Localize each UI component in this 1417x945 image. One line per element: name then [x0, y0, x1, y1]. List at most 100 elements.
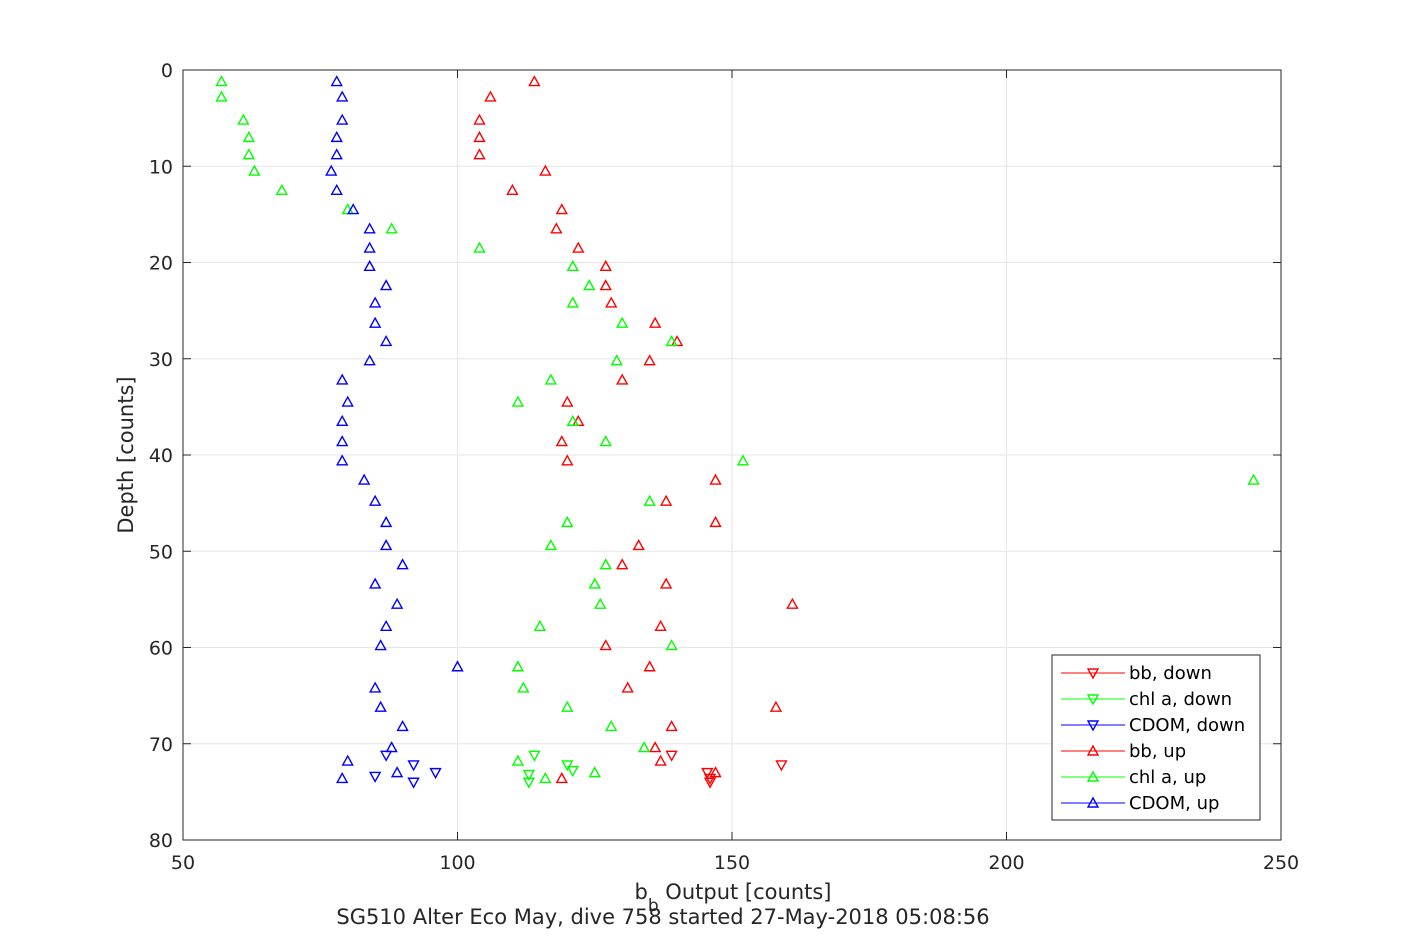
data-point: [473, 130, 486, 143]
data-point: [659, 494, 673, 506]
data-point: [701, 767, 714, 780]
x-tick-label: 150: [714, 852, 750, 874]
data-point: [473, 113, 486, 125]
data-point: [605, 296, 618, 308]
data-point: [610, 354, 623, 366]
data-point: [396, 558, 409, 570]
legend-marker: [1086, 770, 1100, 782]
data-point: [368, 577, 382, 589]
legend: bb, down chl a, down CDOM, down bb, up chl a…: [1051, 654, 1261, 821]
legend-item: CDOM, down: [1061, 715, 1245, 736]
data-point: [572, 241, 585, 253]
data-point: [330, 183, 343, 196]
y-tick-label: 20: [149, 253, 173, 275]
legend-label: CDOM, down: [1129, 715, 1245, 736]
data-point: [237, 113, 250, 125]
data-point: [473, 148, 486, 160]
data-point: [648, 741, 662, 753]
data-point: [429, 767, 442, 780]
data-point: [363, 259, 376, 272]
data-point: [517, 681, 530, 693]
data-point: [654, 619, 667, 632]
data-point: [368, 316, 382, 328]
data-point: [544, 539, 558, 551]
x-tick-label: 50: [171, 852, 195, 874]
data-point: [330, 130, 343, 143]
legend-marker: [1086, 720, 1100, 732]
data-point: [709, 473, 722, 485]
y-tick-label: 50: [149, 541, 173, 563]
data-point: [605, 719, 618, 732]
legend-marker: [1086, 694, 1100, 706]
x-axis-title-main: b: [634, 880, 647, 904]
data-point: [616, 558, 629, 570]
data-point: [347, 203, 360, 215]
data-point: [379, 515, 393, 528]
data-point: [599, 435, 612, 447]
data-point: [390, 766, 404, 778]
data-point: [379, 539, 393, 551]
data-point: [544, 373, 558, 385]
data-point: [555, 435, 568, 447]
data-point: [407, 760, 420, 772]
x-axis-title-rest: Output [counts]: [659, 880, 832, 904]
legend-item: chl a, up: [1061, 767, 1206, 788]
data-point: [588, 577, 601, 589]
x-axis-title: bb Output [counts]: [634, 880, 831, 916]
data-point: [736, 454, 750, 466]
y-tick-label: 60: [149, 638, 173, 660]
data-points: [215, 75, 1260, 789]
data-point: [555, 771, 568, 784]
data-point: [506, 183, 519, 196]
legend-marker: [1086, 668, 1100, 680]
data-point: [379, 334, 393, 347]
series-cdom-down: [368, 750, 442, 789]
data-point: [336, 771, 349, 784]
data-point: [769, 700, 783, 712]
data-point: [511, 395, 525, 407]
x-axis-title-subscript: b: [648, 896, 659, 916]
data-point: [550, 222, 563, 234]
data-point: [275, 183, 289, 196]
data-point: [775, 760, 788, 772]
data-point: [330, 148, 343, 160]
data-point: [379, 279, 393, 291]
data-point: [616, 316, 629, 328]
data-point: [363, 354, 376, 366]
data-point: [561, 395, 574, 407]
data-point: [242, 148, 256, 160]
data-point: [637, 741, 651, 753]
data-point: [484, 90, 497, 102]
y-axis-title: Depth [counts]: [114, 376, 138, 533]
data-point: [599, 279, 612, 291]
data-point: [336, 90, 349, 102]
data-point: [374, 639, 387, 651]
data-point: [385, 741, 398, 753]
data-point: [533, 619, 547, 632]
data-point: [555, 203, 568, 215]
y-tick-label: 30: [149, 349, 173, 371]
data-point: [703, 777, 717, 789]
data-point: [379, 619, 393, 632]
data-point: [665, 334, 678, 347]
data-point: [363, 222, 376, 234]
data-point: [242, 130, 256, 143]
data-point: [709, 766, 722, 778]
y-tick-label: 0: [161, 60, 173, 82]
legend-label: CDOM, up: [1129, 793, 1219, 814]
data-point: [665, 750, 678, 762]
data-point: [374, 700, 387, 712]
data-point: [643, 660, 656, 672]
data-point: [539, 164, 552, 176]
data-point: [407, 777, 420, 789]
series-chl-a-up: [215, 75, 1260, 784]
data-point: [385, 222, 398, 234]
y-tick-label: 10: [149, 156, 173, 178]
data-point: [248, 164, 261, 176]
chart-title: SG510 Alter Eco May, dive 758 started 27…: [336, 905, 989, 929]
data-point: [336, 414, 349, 427]
axes-box: [182, 69, 1282, 841]
data-point: [1247, 473, 1260, 485]
data-point: [654, 754, 667, 766]
